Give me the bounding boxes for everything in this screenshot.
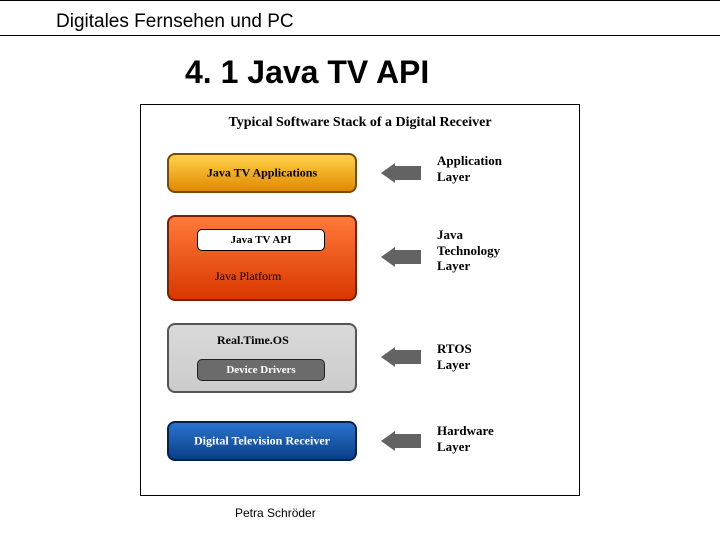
rtos-layer-box: Real.Time.OS Device Drivers: [167, 323, 357, 393]
right-label-hw: Hardware Layer: [437, 423, 494, 454]
app-layer-label: Java TV Applications: [207, 166, 317, 181]
header-rule-bottom: [0, 35, 720, 36]
java-platform-label: Java Platform: [215, 269, 281, 284]
app-layer-box: Java TV Applications: [167, 153, 357, 193]
hw-layer-box: Digital Television Receiver: [167, 421, 357, 461]
right-label-java: Java Technology Layer: [437, 227, 500, 274]
header-rule-top: [0, 0, 720, 1]
right-label-app: Application Layer: [437, 153, 502, 184]
arrow-icon: [381, 247, 421, 267]
rtos-label: Real.Time.OS: [217, 333, 289, 348]
right-label-rtos: RTOS Layer: [437, 341, 472, 372]
java-layer-box: Java TV API Java Platform: [167, 215, 357, 301]
java-api-label: Java TV API: [231, 234, 292, 246]
section-title: 4. 1 Java TV API: [185, 54, 429, 91]
arrow-icon: [381, 347, 421, 367]
hw-layer-label: Digital Television Receiver: [194, 434, 330, 449]
device-drivers-pill: Device Drivers: [197, 359, 325, 381]
java-api-pill: Java TV API: [197, 229, 325, 251]
arrow-icon: [381, 431, 421, 451]
device-drivers-label: Device Drivers: [226, 364, 295, 376]
arrow-icon: [381, 163, 421, 183]
footer-author: Petra Schröder: [235, 506, 316, 520]
diagram-title: Typical Software Stack of a Digital Rece…: [141, 115, 579, 131]
stack-diagram: Typical Software Stack of a Digital Rece…: [140, 104, 580, 496]
header-text: Digitales Fernsehen und PC: [56, 11, 294, 33]
